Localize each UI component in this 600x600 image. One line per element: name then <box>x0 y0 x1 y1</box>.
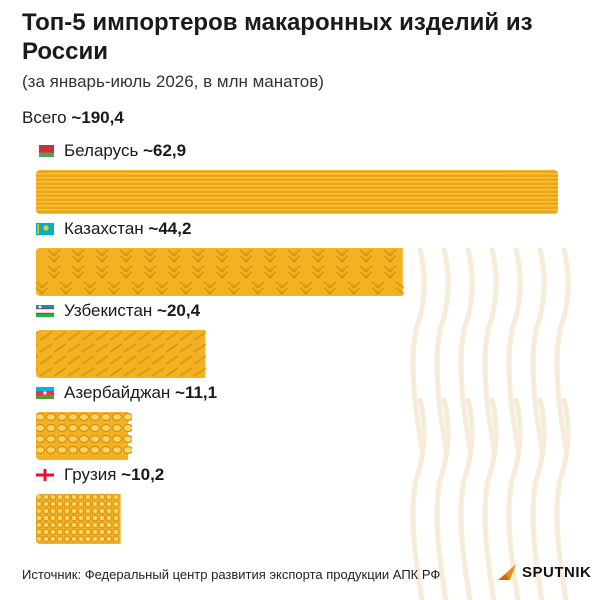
bars-group <box>36 170 558 544</box>
brand-name: SPUTNIK <box>522 563 592 581</box>
category-name: Беларусь <box>64 141 143 160</box>
ghost-pasta-stroke <box>506 397 523 600</box>
category-label-5: Грузия ~10,2 <box>64 465 164 484</box>
decorative-pasta-ghost <box>410 247 571 600</box>
ghost-pasta-stroke <box>482 247 499 453</box>
ghost-pasta-stroke <box>458 247 475 453</box>
ghost-pasta-stroke <box>410 247 427 453</box>
category-name: Азербайджан <box>64 383 175 402</box>
value-label: ~44,2 <box>148 219 191 238</box>
category-name: Узбекистан <box>64 301 157 320</box>
category-name: Казахстан <box>64 219 148 238</box>
sputnik-icon <box>498 564 516 580</box>
ghost-pasta-stroke <box>410 397 427 600</box>
labels-group: Беларусь ~62,9 Казахстан ~44,2 Узбекистан … <box>35 141 217 484</box>
ghost-pasta-stroke <box>554 247 571 453</box>
ghost-pasta-stroke <box>530 397 547 600</box>
value-label: ~11,1 <box>175 383 217 402</box>
ghost-pasta-stroke <box>506 247 523 453</box>
value-label: ~20,4 <box>157 301 201 320</box>
ghost-pasta-stroke <box>530 247 547 453</box>
bar-5 <box>36 494 121 544</box>
value-label: ~62,9 <box>143 141 186 160</box>
total-label-text: Всего <box>22 108 67 127</box>
flag-icon-5 <box>35 468 55 482</box>
page-subtitle: (за январь-июль 2026, в млн манатов) <box>22 72 324 91</box>
bar-1 <box>36 170 558 214</box>
flag-icon-1 <box>36 145 54 157</box>
bar-3 <box>36 330 207 378</box>
source-note: Источник: Федеральный центр развития экс… <box>22 567 441 582</box>
bar-2 <box>36 248 405 296</box>
sputnik-logo: SPUTNIK <box>496 562 591 582</box>
ghost-pasta-stroke <box>458 397 475 600</box>
category-label-2: Казахстан ~44,2 <box>64 219 191 238</box>
category-label-1: Беларусь ~62,9 <box>64 141 186 160</box>
ghost-pasta-stroke <box>554 397 571 600</box>
bar-4 <box>36 412 132 460</box>
value-label: ~10,2 <box>121 465 164 484</box>
ghost-pasta-stroke <box>434 247 451 453</box>
category-label-3: Узбекистан ~20,4 <box>64 301 201 320</box>
flag-icon-2 <box>36 223 54 235</box>
page-title: Топ-5 импортеров макаронных изделий из Р… <box>22 9 533 65</box>
category-name: Грузия <box>64 465 121 484</box>
ghost-pasta-stroke <box>482 397 499 600</box>
total-value: ~190,4 <box>71 108 124 127</box>
ghost-pasta-stroke <box>434 397 451 600</box>
flag-icon-3 <box>36 305 54 317</box>
flag-icon-4 <box>36 387 54 399</box>
total-label: Всего ~190,4 <box>22 108 124 128</box>
category-label-4: Азербайджан ~11,1 <box>64 383 217 402</box>
